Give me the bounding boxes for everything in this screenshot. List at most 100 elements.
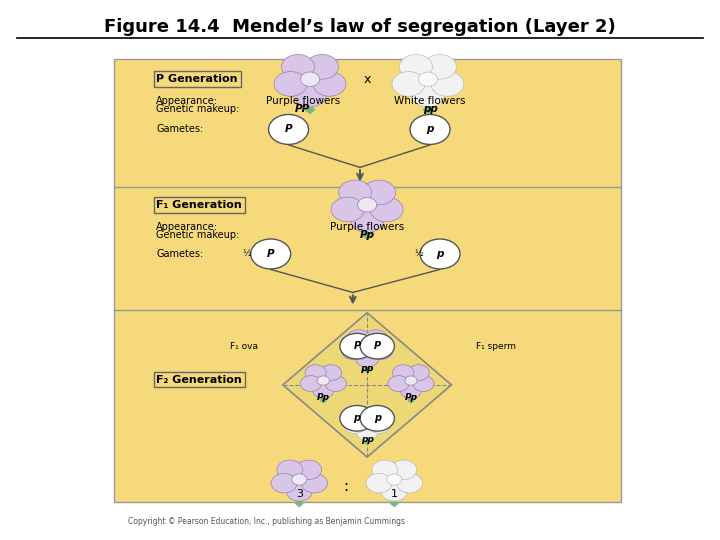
Circle shape	[387, 474, 402, 485]
Text: F₁ sperm: F₁ sperm	[476, 342, 516, 350]
Circle shape	[391, 460, 417, 480]
Text: ½: ½	[243, 249, 251, 259]
Circle shape	[356, 424, 378, 440]
Text: Genetic makeup:: Genetic makeup:	[156, 104, 240, 114]
Circle shape	[420, 239, 460, 269]
FancyArrow shape	[390, 495, 398, 507]
Circle shape	[397, 474, 423, 493]
Circle shape	[296, 460, 322, 480]
Text: Pp: Pp	[405, 394, 418, 402]
FancyArrow shape	[408, 393, 414, 403]
Circle shape	[360, 342, 374, 353]
Circle shape	[351, 208, 384, 232]
Circle shape	[405, 376, 417, 385]
Text: 1: 1	[391, 489, 397, 500]
Polygon shape	[283, 313, 451, 457]
FancyBboxPatch shape	[114, 59, 621, 503]
Text: Copyright © Pearson Education, Inc., publishing as Benjamin Cummings: Copyright © Pearson Education, Inc., pub…	[128, 517, 405, 525]
Circle shape	[400, 382, 422, 399]
Circle shape	[312, 382, 334, 399]
Text: Figure 14.4  Mendel’s law of segregation (Layer 2): Figure 14.4 Mendel’s law of segregation …	[104, 18, 616, 36]
Text: P: P	[354, 341, 361, 351]
Circle shape	[361, 418, 373, 427]
Circle shape	[392, 364, 414, 381]
Circle shape	[364, 330, 387, 347]
Circle shape	[294, 82, 326, 107]
Circle shape	[338, 180, 372, 205]
Text: F₂ Generation: F₂ Generation	[156, 375, 242, 384]
Circle shape	[277, 460, 303, 480]
Text: p: p	[426, 124, 433, 134]
Text: P Generation: P Generation	[156, 74, 238, 84]
Circle shape	[292, 474, 307, 485]
Circle shape	[320, 364, 341, 381]
Circle shape	[300, 376, 321, 392]
Text: Appearance:: Appearance:	[156, 222, 218, 232]
FancyArrow shape	[362, 224, 372, 239]
Circle shape	[251, 239, 291, 269]
FancyArrow shape	[423, 98, 433, 113]
Circle shape	[348, 407, 370, 422]
Text: Gametes:: Gametes:	[156, 124, 204, 134]
Circle shape	[370, 197, 403, 222]
Circle shape	[392, 72, 425, 96]
Circle shape	[305, 364, 326, 381]
Circle shape	[287, 482, 312, 501]
Circle shape	[360, 406, 395, 431]
Circle shape	[313, 72, 346, 96]
Circle shape	[369, 417, 390, 434]
FancyArrow shape	[295, 495, 303, 507]
Text: x: x	[364, 73, 371, 86]
Circle shape	[282, 55, 315, 79]
FancyArrow shape	[305, 98, 315, 113]
Circle shape	[410, 114, 450, 144]
Circle shape	[340, 406, 374, 431]
Circle shape	[271, 474, 297, 493]
Circle shape	[418, 72, 438, 86]
Text: Pp: Pp	[360, 230, 374, 240]
FancyArrow shape	[320, 393, 326, 403]
Circle shape	[431, 72, 464, 96]
Text: F₁ ova: F₁ ova	[230, 342, 258, 350]
Circle shape	[340, 333, 374, 359]
Circle shape	[347, 330, 370, 347]
Text: Appearance:: Appearance:	[156, 96, 218, 106]
Circle shape	[358, 198, 377, 212]
Circle shape	[269, 114, 309, 144]
Text: PP: PP	[361, 366, 374, 375]
Circle shape	[388, 376, 409, 392]
Circle shape	[411, 82, 444, 107]
Text: Pp: Pp	[317, 394, 330, 402]
Text: Gametes:: Gametes:	[156, 249, 204, 259]
Circle shape	[356, 349, 379, 367]
Circle shape	[382, 482, 408, 501]
Circle shape	[325, 376, 346, 392]
FancyArrow shape	[364, 361, 371, 372]
Text: Purple flowers: Purple flowers	[266, 96, 340, 106]
Text: p: p	[374, 413, 381, 423]
Text: PP: PP	[295, 104, 310, 114]
Circle shape	[300, 72, 320, 86]
Circle shape	[344, 417, 365, 434]
Text: ½: ½	[414, 249, 423, 259]
Circle shape	[274, 72, 307, 96]
Circle shape	[305, 55, 338, 79]
Text: :: :	[343, 480, 348, 495]
Text: p: p	[354, 413, 361, 423]
Circle shape	[366, 474, 392, 493]
Circle shape	[364, 407, 385, 422]
Circle shape	[408, 364, 429, 381]
FancyArrow shape	[364, 435, 370, 444]
Text: F₁ Generation: F₁ Generation	[156, 200, 242, 210]
Text: Purple flowers: Purple flowers	[330, 222, 404, 232]
Text: p: p	[436, 249, 444, 259]
Circle shape	[331, 197, 364, 222]
Text: P: P	[374, 341, 381, 351]
Text: White flowers: White flowers	[395, 96, 466, 106]
Circle shape	[363, 180, 396, 205]
Circle shape	[369, 342, 393, 360]
Text: pp: pp	[423, 104, 437, 114]
Circle shape	[372, 460, 398, 480]
Circle shape	[317, 376, 330, 385]
Circle shape	[400, 55, 433, 79]
